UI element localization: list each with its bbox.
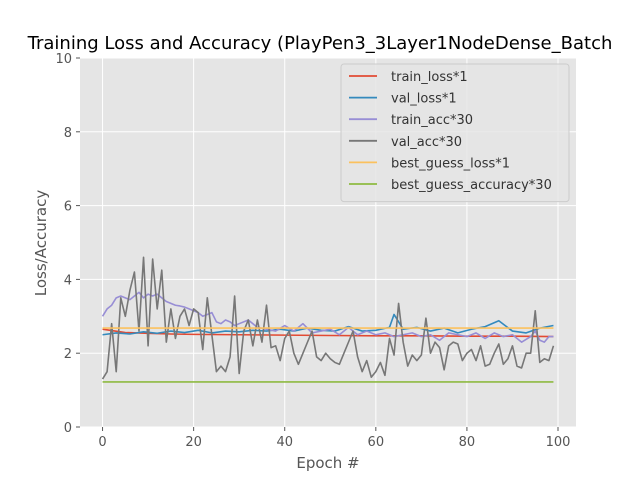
legend-label: train_acc*30 [391, 113, 473, 128]
legend-label: best_guess_accuracy*30 [391, 178, 552, 193]
x-tick-label: 60 [368, 435, 385, 450]
legend-label: val_acc*30 [391, 135, 462, 150]
x-tick-label: 20 [185, 435, 202, 450]
y-tick-label: 0 [64, 421, 72, 436]
legend-box [340, 63, 570, 203]
legend-label: train_loss*1 [391, 70, 468, 85]
x-tick-label: 80 [459, 435, 476, 450]
y-tick-label: 10 [55, 52, 72, 67]
legend-label: val_loss*1 [391, 92, 457, 107]
series-line-train-acc-30 [101, 291, 554, 343]
legend: train_loss*1 val_loss*1 train_acc*30 val_ac… [340, 63, 570, 203]
x-tick-label: 0 [98, 435, 106, 450]
chart-title: Training Loss and Accuracy (PlayPen3_3La… [27, 33, 613, 54]
y-tick-label: 2 [64, 347, 72, 362]
y-tick-label: 4 [64, 273, 72, 288]
legend-label: best_guess_loss*1 [391, 156, 510, 171]
x-tick-label: 40 [276, 435, 293, 450]
y-tick-label: 6 [64, 200, 72, 215]
x-axis-label: Epoch # [296, 454, 359, 472]
y-tick-label: 8 [64, 126, 72, 141]
x-tick-label: 100 [546, 435, 571, 450]
y-axis-label: Loss/Accuracy [32, 190, 50, 297]
